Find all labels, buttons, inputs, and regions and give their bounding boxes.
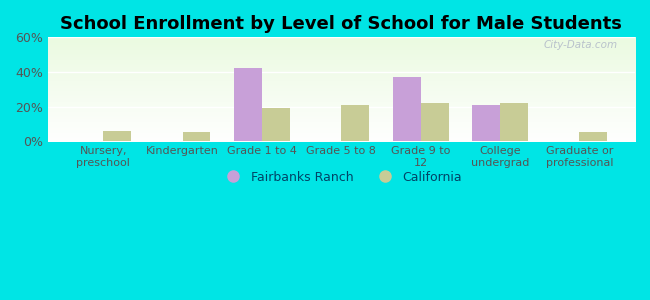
Title: School Enrollment by Level of School for Male Students: School Enrollment by Level of School for… bbox=[60, 15, 622, 33]
Bar bbox=[500, 103, 528, 141]
Legend: Fairbanks Ranch, California: Fairbanks Ranch, California bbox=[216, 166, 467, 189]
Bar bbox=[473, 105, 500, 141]
Bar bbox=[103, 131, 131, 141]
Bar bbox=[262, 108, 290, 141]
Bar bbox=[579, 132, 607, 141]
Bar bbox=[183, 132, 211, 141]
Bar bbox=[234, 68, 262, 141]
Text: City-Data.com: City-Data.com bbox=[543, 40, 618, 50]
Bar bbox=[393, 77, 421, 141]
Bar bbox=[421, 103, 448, 141]
Bar bbox=[341, 105, 369, 141]
